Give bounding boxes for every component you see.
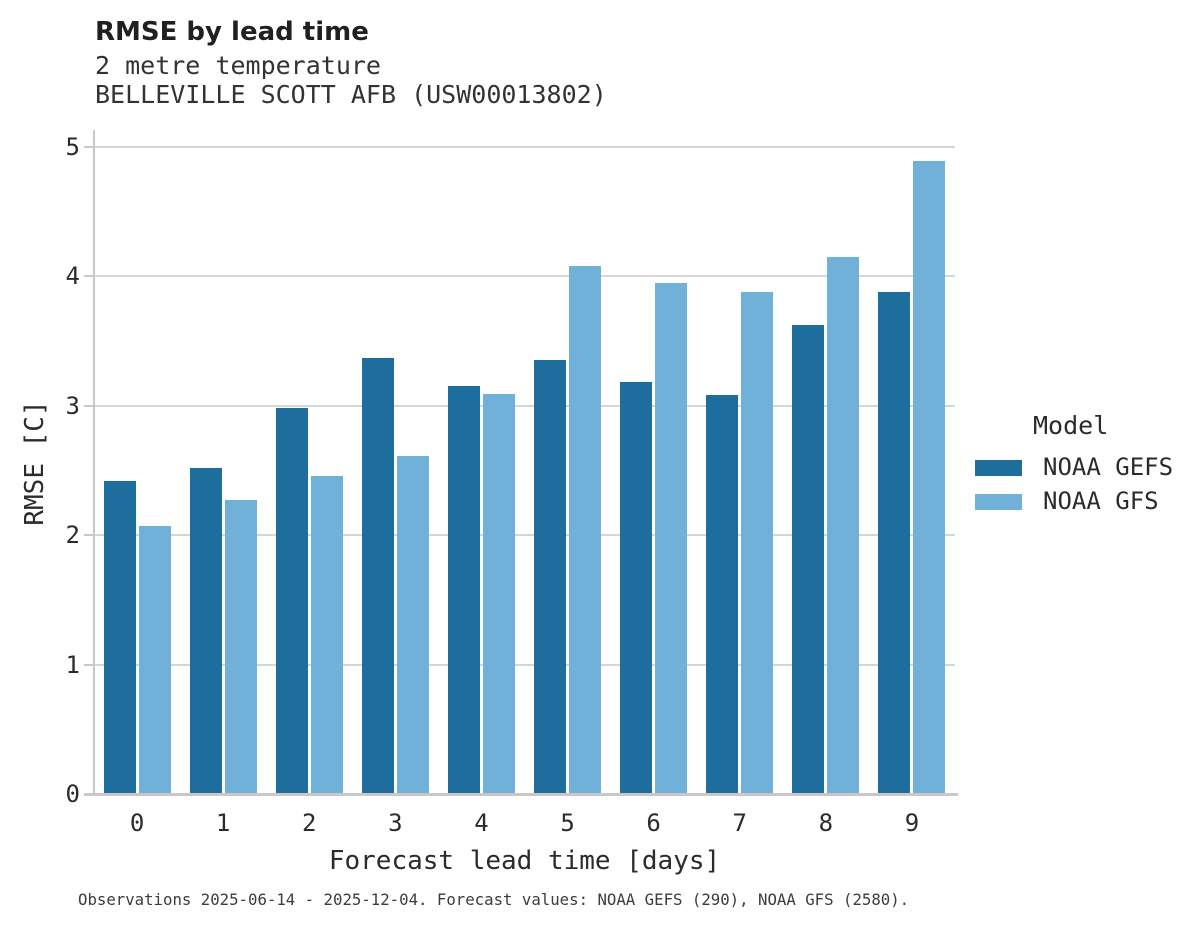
chart-subtitle-station: BELLEVILLE SCOTT AFB (USW00013802) xyxy=(95,80,607,109)
chart-title: RMSE by lead time xyxy=(95,17,369,47)
y-tick-label-4: 4 xyxy=(65,262,80,291)
legend-title: Model xyxy=(1033,411,1109,440)
x-tick-label-0: 0 xyxy=(129,809,145,837)
y-tick-mark-2 xyxy=(84,534,94,537)
x-tick-label-8: 8 xyxy=(818,809,834,837)
bar-noaa-gfs-lead-8 xyxy=(827,256,860,794)
y-tick-label-0: 0 xyxy=(65,780,80,808)
bar-noaa-gefs-lead-5 xyxy=(534,360,567,794)
x-tick-label-9: 9 xyxy=(904,809,920,837)
y-tick-label-2: 2 xyxy=(65,521,80,550)
gridline-y-2 xyxy=(94,534,955,537)
legend-label-noaa-gfs: NOAA GFS xyxy=(1043,487,1159,515)
gridline-y-4 xyxy=(94,275,955,278)
y-axis-spine xyxy=(93,130,95,796)
bar-noaa-gfs-lead-4 xyxy=(482,394,515,794)
gridline-y-1 xyxy=(94,663,955,666)
bar-noaa-gfs-lead-2 xyxy=(310,475,343,794)
y-tick-mark-5 xyxy=(84,145,94,148)
bar-noaa-gefs-lead-1 xyxy=(189,467,222,794)
legend: Model NOAA GEFS NOAA GFS xyxy=(975,410,1190,515)
bar-noaa-gefs-lead-2 xyxy=(275,408,308,794)
x-tick-label-3: 3 xyxy=(388,809,403,837)
gridline-y-3 xyxy=(94,404,955,407)
x-axis-spine xyxy=(84,793,958,796)
y-tick-mark-3 xyxy=(84,404,94,407)
bar-noaa-gefs-lead-3 xyxy=(361,357,394,794)
bar-noaa-gefs-lead-9 xyxy=(878,291,911,794)
bar-noaa-gefs-lead-0 xyxy=(103,480,136,794)
bar-noaa-gfs-lead-1 xyxy=(224,500,257,794)
legend-label-noaa-gefs: NOAA GEFS xyxy=(1043,453,1174,481)
x-tick-label-7: 7 xyxy=(732,809,747,837)
x-tick-label-4: 4 xyxy=(474,809,489,837)
bar-noaa-gfs-lead-7 xyxy=(741,291,774,794)
y-tick-label-1: 1 xyxy=(65,650,80,679)
legend-item-noaa-gfs: NOAA GFS xyxy=(975,487,1190,515)
legend-swatch-noaa-gfs-icon xyxy=(975,493,1022,510)
legend-swatch-noaa-gefs-icon xyxy=(975,459,1022,476)
bar-noaa-gefs-lead-4 xyxy=(447,386,480,794)
x-axis-label: Forecast lead time [days] xyxy=(328,846,721,876)
bar-noaa-gefs-lead-7 xyxy=(706,395,739,794)
plot-area xyxy=(84,130,958,796)
y-tick-mark-4 xyxy=(84,275,94,278)
bar-noaa-gfs-lead-3 xyxy=(396,456,429,794)
legend-item-noaa-gefs: NOAA GEFS xyxy=(975,453,1190,481)
chart-subtitle-variable: 2 metre temperature xyxy=(95,51,381,80)
y-tick-label-5: 5 xyxy=(65,132,80,161)
bar-noaa-gfs-lead-0 xyxy=(138,526,171,794)
x-tick-label-5: 5 xyxy=(560,809,575,837)
y-tick-label-3: 3 xyxy=(65,391,80,420)
chart-footer-note: Observations 2025-06-14 - 2025-12-04. Fo… xyxy=(78,890,910,909)
y-axis-label: RMSE [C] xyxy=(20,400,50,526)
bar-noaa-gefs-lead-6 xyxy=(620,382,653,794)
x-tick-label-2: 2 xyxy=(302,809,317,837)
bar-noaa-gfs-lead-9 xyxy=(913,161,946,794)
bar-noaa-gfs-lead-6 xyxy=(655,282,688,794)
bar-noaa-gfs-lead-5 xyxy=(569,265,602,794)
gridline-y-5 xyxy=(94,145,955,148)
x-tick-label-1: 1 xyxy=(215,809,231,837)
y-tick-mark-1 xyxy=(84,663,94,666)
bar-noaa-gefs-lead-8 xyxy=(792,325,825,794)
x-tick-label-6: 6 xyxy=(646,809,661,837)
